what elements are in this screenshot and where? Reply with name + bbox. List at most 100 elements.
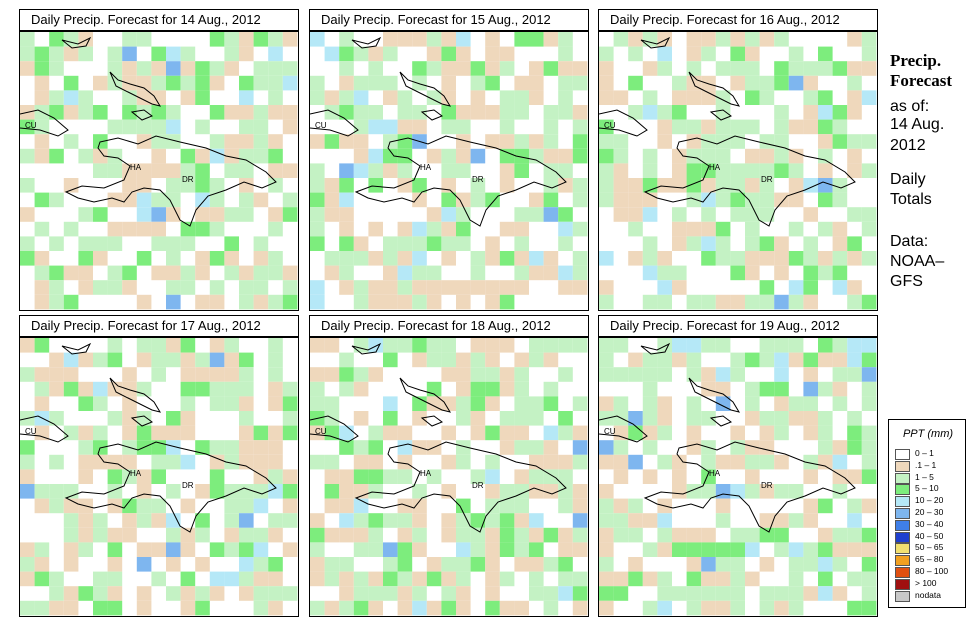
precip-cell bbox=[788, 61, 804, 76]
precip-cell bbox=[672, 265, 687, 281]
precip-cell bbox=[93, 280, 108, 295]
precip-cell bbox=[774, 265, 789, 281]
precip-cell bbox=[456, 119, 471, 135]
precip-cell bbox=[180, 61, 196, 76]
precip-cell bbox=[122, 119, 137, 135]
precip-cell bbox=[485, 513, 500, 528]
precip-cell bbox=[239, 178, 254, 193]
precip-cell bbox=[412, 265, 427, 281]
precip-cell bbox=[529, 542, 544, 557]
precip-cell bbox=[49, 32, 64, 47]
map-label-cuba: CU bbox=[604, 427, 616, 436]
precip-cell bbox=[730, 367, 745, 382]
precip-cell bbox=[324, 557, 340, 572]
precip-cell bbox=[368, 251, 383, 266]
precip-cell bbox=[514, 352, 529, 368]
precip-cell bbox=[253, 425, 269, 441]
precip-cell bbox=[426, 221, 442, 237]
precip-cell bbox=[324, 425, 340, 441]
precip-cell bbox=[514, 542, 529, 557]
precip-cell bbox=[268, 75, 283, 91]
precip-cell bbox=[745, 469, 760, 484]
precip-cell bbox=[412, 178, 427, 193]
precip-cell bbox=[558, 207, 573, 222]
precip-cell bbox=[832, 352, 848, 368]
precip-cell bbox=[759, 484, 775, 499]
data-source-line2: NOAA– bbox=[890, 253, 945, 270]
precip-cell bbox=[485, 134, 500, 149]
precip-cell bbox=[803, 105, 818, 120]
precip-cell bbox=[268, 265, 283, 281]
map-label-dominican-republic: DR bbox=[182, 175, 194, 184]
precip-cell bbox=[63, 425, 79, 441]
precip-cell bbox=[122, 61, 137, 76]
forecast-panel-15-aug: Daily Precip. Forecast for 15 Aug., 2012… bbox=[309, 9, 589, 312]
precip-cell bbox=[93, 454, 108, 470]
precip-cell bbox=[122, 425, 137, 441]
precip-cell bbox=[180, 454, 196, 470]
precip-cell bbox=[599, 484, 614, 499]
precip-cell bbox=[209, 396, 225, 411]
precip-cell bbox=[209, 75, 225, 91]
precip-cell bbox=[78, 280, 93, 295]
precip-cell bbox=[730, 46, 745, 62]
precip-cell bbox=[78, 381, 93, 397]
precip-cell bbox=[253, 105, 269, 120]
precip-cell bbox=[93, 207, 108, 222]
precip-map: CU HA DR bbox=[19, 337, 299, 617]
precip-cell bbox=[224, 513, 239, 528]
precip-cell bbox=[180, 367, 196, 382]
precip-cell bbox=[253, 75, 269, 91]
precip-cell bbox=[368, 46, 383, 62]
precip-cell bbox=[803, 294, 818, 310]
coastline bbox=[399, 377, 452, 413]
precip-cell bbox=[397, 469, 413, 484]
precip-cell bbox=[543, 178, 559, 193]
precip-cell bbox=[558, 221, 573, 237]
precip-cell bbox=[759, 32, 775, 47]
precip-cell bbox=[180, 265, 196, 281]
precip-cell bbox=[368, 600, 383, 616]
precip-cell bbox=[759, 294, 775, 310]
map-label-haiti: HA bbox=[420, 163, 432, 172]
precip-cell bbox=[701, 236, 716, 251]
precip-cell bbox=[456, 221, 471, 237]
precip-cell bbox=[34, 221, 50, 237]
precip-cell bbox=[745, 527, 760, 543]
precip-cell bbox=[426, 600, 442, 616]
precip-cell bbox=[788, 294, 804, 310]
precip-cell bbox=[151, 119, 166, 135]
precip-cell bbox=[803, 381, 818, 397]
precip-cell bbox=[441, 454, 456, 470]
precip-cell bbox=[803, 61, 818, 76]
precip-cell bbox=[49, 148, 64, 164]
precip-cell bbox=[759, 425, 775, 441]
precip-cell bbox=[572, 513, 588, 528]
precip-cell bbox=[672, 163, 687, 178]
precip-cell bbox=[657, 338, 672, 353]
precip-cell bbox=[759, 148, 775, 164]
precip-cell bbox=[715, 105, 731, 120]
precip-cell bbox=[136, 600, 152, 616]
precip-cell bbox=[268, 148, 283, 164]
precip-cell bbox=[514, 498, 529, 514]
precip-cell bbox=[701, 207, 716, 222]
coastline bbox=[640, 36, 671, 49]
precip-cell bbox=[456, 280, 471, 295]
precip-cell bbox=[701, 600, 716, 616]
precip-cell bbox=[774, 586, 789, 601]
precip-cell bbox=[499, 542, 515, 557]
precip-cell bbox=[470, 527, 486, 543]
precip-cell bbox=[572, 105, 588, 120]
precip-cell bbox=[34, 498, 50, 514]
precip-cell bbox=[657, 119, 672, 135]
precip-cell bbox=[543, 557, 559, 572]
precip-cell bbox=[441, 221, 456, 237]
precip-cell bbox=[745, 454, 760, 470]
precip-cell bbox=[485, 46, 500, 62]
precip-cell bbox=[34, 119, 50, 135]
precip-cell bbox=[745, 571, 760, 587]
precip-cell bbox=[686, 61, 702, 76]
precip-cell bbox=[861, 542, 877, 557]
